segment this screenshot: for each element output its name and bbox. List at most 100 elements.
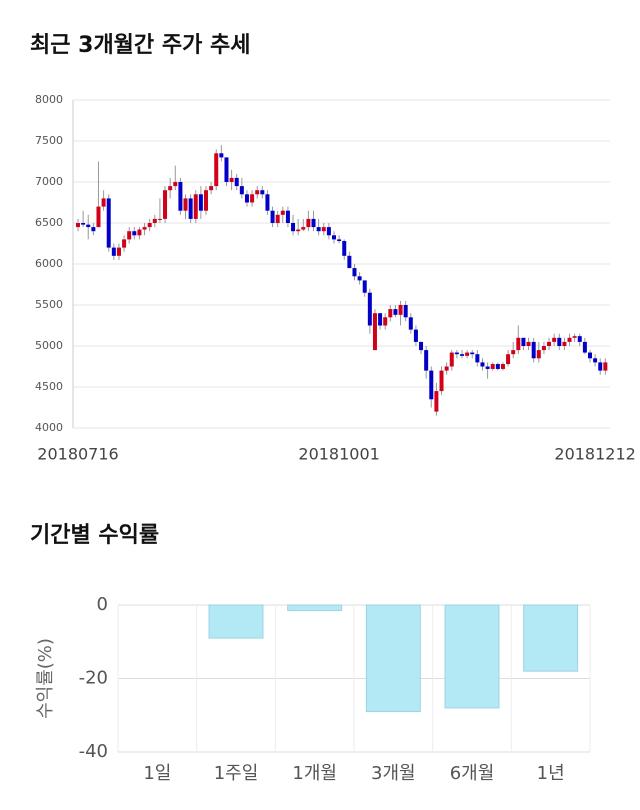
candle-body — [163, 190, 168, 219]
candle-body — [101, 198, 106, 207]
candle-body — [475, 354, 480, 363]
y-tick-label: 6000 — [35, 257, 63, 270]
candle-body — [526, 341, 531, 346]
candle-body — [76, 223, 80, 228]
candle-body — [147, 223, 152, 228]
candle-body — [132, 231, 137, 236]
candle-body — [337, 239, 342, 242]
x-tick-label: 20181212 — [554, 445, 635, 464]
y-tick-label: 6500 — [35, 216, 63, 229]
candle-body — [541, 346, 546, 351]
bar — [365, 604, 421, 713]
candle-body — [291, 223, 296, 232]
candle-body — [91, 227, 96, 232]
candle-body — [209, 186, 214, 191]
x-tick-label: 6개월 — [450, 763, 495, 784]
candle-body — [193, 194, 198, 219]
y-tick-label: 7000 — [35, 175, 63, 188]
candle-body — [183, 198, 188, 211]
candle-body — [383, 317, 388, 326]
candle-body — [388, 309, 393, 318]
candle-body — [316, 227, 321, 232]
y-tick-label: -20 — [79, 668, 108, 689]
candle-body — [270, 210, 275, 223]
candle-body — [173, 182, 178, 187]
candle-body — [106, 198, 111, 248]
y-tick-label: 8000 — [35, 93, 63, 106]
y-tick-label: 5000 — [35, 339, 63, 352]
candle-body — [408, 317, 413, 330]
y-axis-label: 수익률(%) — [35, 638, 56, 719]
candle-body — [511, 350, 516, 355]
candle-body — [204, 190, 208, 211]
candle-body — [562, 341, 567, 346]
candle-body — [531, 341, 536, 359]
candle-body — [111, 247, 116, 256]
candle-body — [357, 276, 362, 281]
candle-body — [188, 198, 193, 219]
candle-body — [214, 153, 219, 187]
candle-body — [444, 366, 449, 371]
bar — [523, 604, 579, 672]
chart-title: 기간별 수익률 — [30, 523, 159, 548]
candle-body — [582, 341, 587, 353]
candle-body — [168, 186, 173, 191]
candle-body — [500, 364, 505, 369]
candle-body — [352, 268, 357, 277]
x-tick-label: 1개월 — [292, 763, 337, 784]
candle-body — [393, 309, 398, 315]
candle-body — [572, 336, 577, 338]
bar — [287, 604, 343, 612]
candle-body — [470, 352, 475, 355]
y-tick-label: 5500 — [35, 298, 63, 311]
y-tick-label: -40 — [79, 741, 108, 762]
bar — [444, 604, 500, 709]
candle-body — [321, 227, 326, 232]
candle-body — [86, 224, 91, 228]
candle-body — [603, 362, 608, 371]
candle-body — [332, 235, 336, 240]
candle-body — [567, 337, 572, 342]
candle-body — [398, 305, 403, 315]
candle-body — [362, 280, 367, 293]
candle-body — [234, 177, 239, 187]
x-tick-label: 1년 — [537, 763, 565, 784]
y-tick-label: 4500 — [35, 380, 63, 393]
x-tick-label: 1일 — [143, 763, 171, 784]
y-tick-label: 0 — [97, 594, 108, 615]
candle-body — [255, 190, 260, 195]
candle-body — [260, 190, 265, 195]
candle-body — [127, 231, 132, 240]
candle-body — [465, 352, 470, 356]
candle-body — [557, 337, 562, 346]
candle-body — [598, 362, 603, 371]
candle-body — [480, 362, 485, 367]
x-tick-label: 20180716 — [37, 445, 118, 464]
candle-body — [485, 366, 490, 369]
candle-body — [296, 229, 301, 232]
candle-body — [122, 239, 127, 248]
candle-body — [367, 292, 372, 326]
chart-title: 최근 3개월간 주가 추세 — [30, 33, 250, 58]
candle-body — [378, 313, 383, 326]
candle-body — [577, 336, 582, 342]
candle-body — [460, 354, 464, 356]
candle-body — [326, 227, 331, 236]
candle-body — [229, 177, 234, 182]
candle-body — [265, 194, 270, 211]
candle-body — [588, 352, 592, 359]
candle-body — [301, 227, 306, 230]
x-tick-label: 1주일 — [214, 763, 259, 784]
candle-body — [552, 337, 557, 342]
candle-body — [454, 352, 459, 355]
candle-body — [275, 214, 280, 223]
candle-body — [490, 364, 495, 369]
candle-body — [142, 227, 147, 230]
candle-body — [137, 229, 142, 236]
candle-body — [219, 153, 224, 158]
candle-body — [506, 354, 511, 365]
candle-body — [439, 370, 444, 392]
candle-body — [429, 370, 434, 400]
candle-body — [311, 218, 316, 228]
